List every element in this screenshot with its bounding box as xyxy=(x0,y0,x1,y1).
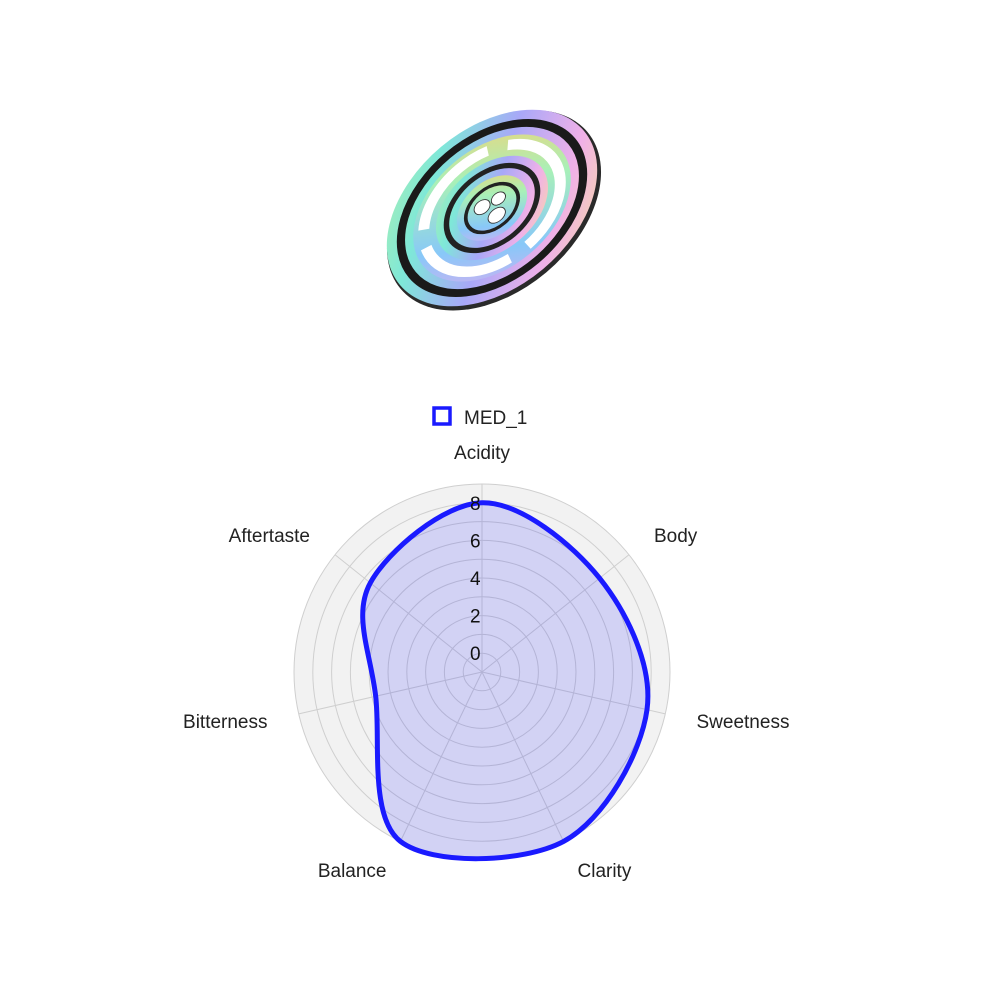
axis-label-sweetness: Sweetness xyxy=(697,712,790,733)
tick-label: 8 xyxy=(470,494,481,515)
grid-spoke xyxy=(481,671,666,715)
category-axis-labels: Acidity Body Sweetness Clarity Balance Bitter… xyxy=(183,443,789,882)
tick-label: 0 xyxy=(470,644,481,665)
rendered-part-image xyxy=(386,109,602,311)
tick-label: 2 xyxy=(470,607,481,628)
axis-label-acidity: Acidity xyxy=(454,443,510,464)
legend-swatch-med-1 xyxy=(432,406,452,426)
grid-spoke xyxy=(399,671,483,842)
series-area-med-1 xyxy=(360,500,651,862)
axis-label-balance: Balance xyxy=(318,861,387,882)
grid-spoke xyxy=(481,554,630,673)
axis-label-body: Body xyxy=(654,526,698,547)
axis-label-bitterness: Bitterness xyxy=(183,712,267,733)
grid-spoke xyxy=(481,671,565,842)
radar-chart: MED_1 0 2 4 6 8 Acidity Body Sweetness Clarity B… xyxy=(183,406,789,882)
grid-spoke xyxy=(334,554,483,673)
axis-label-clarity: Clarity xyxy=(578,861,632,882)
axis-label-aftertaste: Aftertaste xyxy=(229,526,310,547)
legend-label-med-1: MED_1 xyxy=(464,408,527,429)
radial-tick-labels: 0 2 4 6 8 xyxy=(470,494,481,665)
tick-label: 6 xyxy=(470,531,481,552)
angular-grid xyxy=(298,484,666,842)
legend[interactable]: MED_1 xyxy=(432,406,527,429)
grid-spoke xyxy=(298,671,483,715)
tick-label: 4 xyxy=(470,569,481,590)
